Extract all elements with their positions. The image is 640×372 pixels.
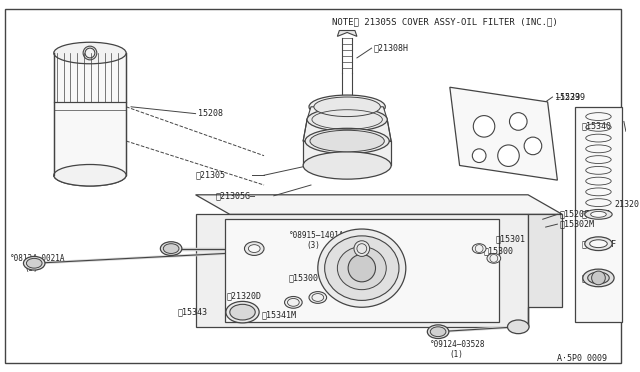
Text: ※15300: ※15300 <box>484 246 514 255</box>
Ellipse shape <box>314 97 380 116</box>
Polygon shape <box>528 214 563 327</box>
Text: ※21320D: ※21320D <box>227 291 262 300</box>
Text: ※21372F: ※21372F <box>582 239 617 248</box>
Circle shape <box>354 241 370 256</box>
Text: ※15302M: ※15302M <box>559 219 595 229</box>
Text: ※21305G—: ※21305G— <box>215 191 255 200</box>
Ellipse shape <box>163 244 179 253</box>
Text: ※15341M: ※15341M <box>262 311 297 320</box>
Circle shape <box>348 254 376 282</box>
Circle shape <box>509 113 527 130</box>
Polygon shape <box>303 119 391 141</box>
Text: (3): (3) <box>306 241 320 250</box>
Ellipse shape <box>310 130 384 152</box>
Text: ※15301: ※15301 <box>496 234 526 243</box>
Text: °09124—03528: °09124—03528 <box>430 340 486 349</box>
Polygon shape <box>196 195 563 214</box>
Polygon shape <box>450 87 557 180</box>
Ellipse shape <box>589 240 607 248</box>
Text: ※21308H: ※21308H <box>374 44 408 52</box>
Circle shape <box>472 149 486 163</box>
Polygon shape <box>303 141 391 166</box>
Circle shape <box>498 145 519 166</box>
Text: (3): (3) <box>24 264 38 273</box>
Polygon shape <box>196 214 528 327</box>
Ellipse shape <box>305 128 389 154</box>
Polygon shape <box>337 31 357 36</box>
Text: ※15200F: ※15200F <box>559 210 595 219</box>
Ellipse shape <box>588 272 609 284</box>
Ellipse shape <box>583 269 614 287</box>
Ellipse shape <box>487 253 500 263</box>
Ellipse shape <box>337 247 387 290</box>
Ellipse shape <box>230 304 255 320</box>
Ellipse shape <box>226 301 259 323</box>
Circle shape <box>474 116 495 137</box>
Ellipse shape <box>244 242 264 256</box>
Ellipse shape <box>309 292 326 303</box>
Ellipse shape <box>248 245 260 253</box>
Bar <box>575 107 622 322</box>
Text: ※15341: ※15341 <box>582 210 612 219</box>
Ellipse shape <box>318 229 406 307</box>
Circle shape <box>524 137 541 155</box>
Ellipse shape <box>430 327 446 337</box>
Ellipse shape <box>24 256 45 270</box>
Text: ※15300: ※15300 <box>289 273 319 282</box>
Ellipse shape <box>26 259 42 268</box>
Text: °08124‒0021A: °08124‒0021A <box>10 254 65 263</box>
Ellipse shape <box>54 164 126 186</box>
Text: 21320: 21320 <box>614 200 639 209</box>
Ellipse shape <box>309 95 385 119</box>
Text: −15239: −15239 <box>556 93 586 102</box>
Text: ※15340: ※15340 <box>582 122 612 131</box>
Text: 15208: 15208 <box>198 109 223 118</box>
Ellipse shape <box>324 236 399 301</box>
Circle shape <box>591 271 605 285</box>
Bar <box>225 219 499 322</box>
Text: ※15343: ※15343 <box>178 308 208 317</box>
Text: A·5P0 0009: A·5P0 0009 <box>557 354 607 363</box>
Text: °08915—1401A: °08915—1401A <box>289 231 344 240</box>
Ellipse shape <box>54 42 126 64</box>
Text: NOTE） 21305S COVER ASSY-OIL FILTER (INC.※): NOTE） 21305S COVER ASSY-OIL FILTER (INC.… <box>332 17 558 26</box>
Text: 15239: 15239 <box>556 93 580 102</box>
Ellipse shape <box>161 242 182 256</box>
Ellipse shape <box>585 237 612 250</box>
Ellipse shape <box>428 325 449 339</box>
Text: ※21305: ※21305 <box>196 171 225 180</box>
Polygon shape <box>54 53 126 175</box>
Polygon shape <box>307 107 387 119</box>
Ellipse shape <box>508 320 529 334</box>
Text: (1): (1) <box>450 350 464 359</box>
Text: ※15303: ※15303 <box>582 273 612 282</box>
Ellipse shape <box>303 152 391 179</box>
Ellipse shape <box>285 296 302 308</box>
Ellipse shape <box>307 108 387 131</box>
Ellipse shape <box>472 244 486 253</box>
Ellipse shape <box>585 209 612 219</box>
Ellipse shape <box>591 211 606 217</box>
